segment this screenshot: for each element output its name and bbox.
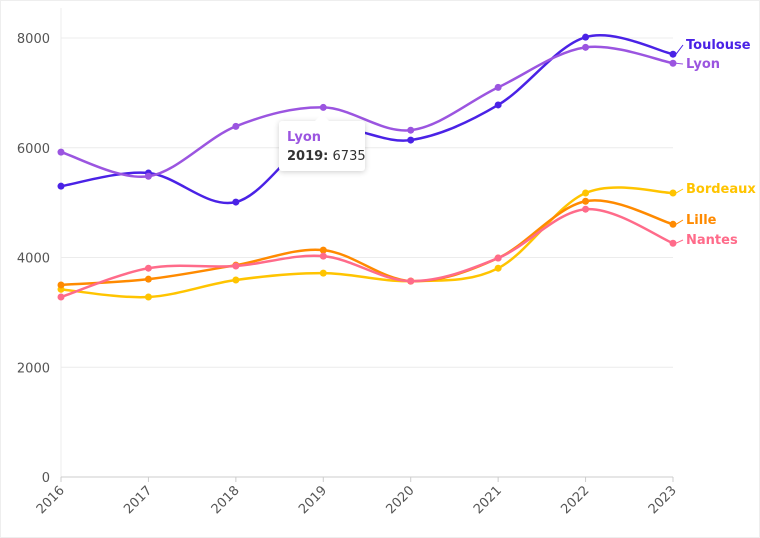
tooltip-value: 2019: 6735: [287, 149, 366, 164]
y-tick-label: 2000: [17, 361, 50, 376]
data-point: [494, 83, 502, 91]
y-tick-label: 0: [42, 471, 50, 486]
data-point: [407, 277, 415, 285]
data-point: [232, 198, 240, 206]
data-point: [582, 43, 590, 51]
x-tick-label: 2016: [34, 483, 68, 517]
data-point: [582, 197, 590, 205]
series-label: Toulouse: [686, 38, 751, 53]
x-tick-label: 2017: [121, 483, 155, 517]
y-tick-label: 4000: [17, 252, 50, 267]
y-tick-label: 6000: [17, 142, 50, 157]
x-tick-label: 2021: [471, 483, 505, 517]
tooltip: Lyon 2019: 6735: [279, 114, 366, 171]
data-point: [669, 59, 677, 67]
x-tick-label: 2020: [384, 483, 418, 517]
series-label: Lille: [686, 213, 717, 228]
data-point: [669, 189, 677, 197]
data-point: [494, 101, 502, 109]
series-line-lyon: [60, 45, 674, 179]
data-point: [144, 293, 152, 301]
data-point: [407, 126, 415, 134]
data-point: [319, 269, 327, 277]
x-tick-label: 2019: [296, 483, 330, 517]
data-point: [144, 275, 152, 283]
data-point: [232, 262, 240, 270]
series-line-lille: [60, 199, 674, 287]
tooltip-series: Lyon: [287, 130, 322, 145]
data-point: [494, 254, 502, 262]
data-point: [582, 205, 590, 213]
x-tick-label: 2023: [646, 483, 680, 517]
series-line-nantes: [60, 207, 674, 299]
label-connector: [675, 239, 684, 244]
series-label: Bordeaux: [686, 182, 756, 197]
y-tick-label: 8000: [17, 32, 50, 47]
series-label: Lyon: [686, 57, 720, 72]
data-point: [319, 252, 327, 260]
label-connector: [675, 62, 684, 65]
data-point: [232, 276, 240, 284]
series-line-bordeaux: [60, 186, 674, 299]
data-point: [232, 122, 240, 130]
label-connector: [675, 44, 684, 55]
x-tick-label: 2018: [209, 483, 243, 517]
data-point: [669, 239, 677, 247]
data-point: [144, 264, 152, 272]
data-point: [57, 281, 65, 289]
data-point: [57, 182, 65, 190]
data-point: [494, 264, 502, 272]
data-point: [319, 103, 327, 111]
data-point: [669, 220, 677, 228]
data-point: [144, 172, 152, 180]
series-label: Nantes: [686, 233, 738, 248]
data-point: [57, 148, 65, 156]
label-connector: [675, 219, 684, 225]
data-point: [319, 246, 327, 254]
label-connector: [675, 188, 684, 194]
data-point: [407, 136, 415, 144]
data-point: [582, 189, 590, 197]
x-tick-label: 2022: [558, 483, 592, 517]
data-point: [669, 50, 677, 58]
data-point: [582, 33, 590, 41]
data-point: [57, 293, 65, 301]
